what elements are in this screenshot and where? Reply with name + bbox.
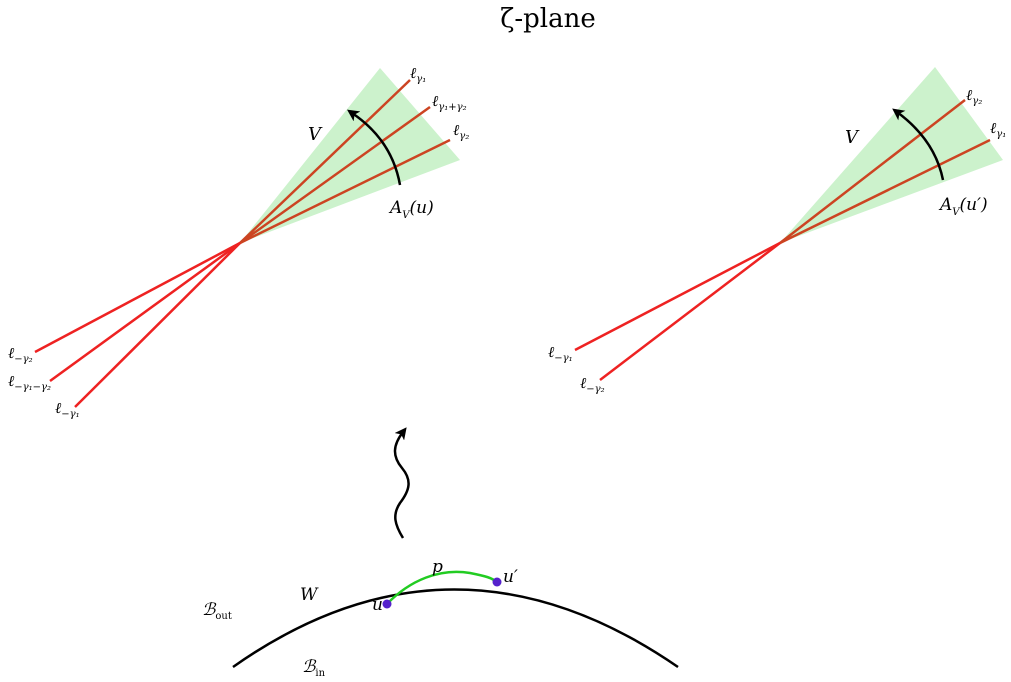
path-p: [386, 570, 497, 605]
right-arc-arrow: [892, 108, 945, 181]
left-arc-label: AV(u): [388, 198, 434, 221]
left-ray-label-minus-gamma1: ℓ−γ₁: [55, 399, 80, 420]
point-u-label: u: [372, 595, 383, 615]
diagram-title: ζ-plane: [500, 4, 595, 34]
bottom-region: p W u u′ ℬout ℬin: [202, 557, 679, 679]
point-u-prime: [492, 577, 502, 587]
left-ray-label-gamma2: ℓγ₂: [453, 121, 469, 142]
left-ray-gamma1: [239, 79, 411, 244]
path-label: p: [432, 557, 443, 577]
left-ray-label-minus-gamma2: ℓ−γ₂: [8, 344, 33, 365]
right-arc-label: AV(u′): [938, 195, 988, 218]
left-ray-gamma2: [239, 138, 451, 245]
right-panel: V AV(u′) ℓγ₂ ℓγ₁ ℓ−γ₁ ℓ−γ₂: [548, 67, 1006, 395]
b-out-label: ℬout: [202, 600, 232, 622]
right-ray-minus-gamma2: [599, 242, 781, 381]
right-ray-gamma2: [779, 99, 966, 244]
left-ray-label-gamma1: ℓγ₁: [410, 64, 426, 85]
left-region-label: V: [308, 124, 323, 145]
left-ray-minus-gamma2: [34, 241, 241, 354]
right-ray-label-minus-gamma2: ℓ−γ₂: [580, 374, 605, 395]
squiggle-arrow: [393, 427, 410, 539]
left-ray-minus-gamma1-minus-gamma2: [49, 241, 241, 383]
right-region-label: V: [845, 127, 860, 148]
left-arc-arrow: [347, 109, 402, 186]
b-in-label: ℬin: [302, 657, 326, 679]
region-w-label: W: [300, 585, 319, 605]
left-ray-label-gamma1-plus-gamma2: ℓγ₁+γ₂: [432, 92, 467, 113]
left-ray-minus-gamma1: [74, 242, 241, 408]
right-ray-label-gamma2: ℓγ₂: [966, 86, 982, 107]
right-ray-gamma1: [779, 138, 991, 245]
left-ray-gamma1-plus-gamma2: [239, 105, 431, 245]
boundary-curve: [232, 588, 679, 669]
right-ray-label-gamma1: ℓγ₁: [990, 119, 1006, 140]
left-panel: V AV(u) ℓγ₁ ℓγ₁+γ₂ ℓγ₂ ℓ−γ₂ ℓ−γ₁−γ₂ ℓ−γ₁: [8, 64, 469, 420]
right-ray-label-minus-gamma1: ℓ−γ₁: [548, 343, 573, 364]
right-ray-minus-gamma1: [574, 241, 781, 352]
point-u: [382, 599, 392, 609]
left-ray-label-minus-gamma1-minus-gamma2: ℓ−γ₁−γ₂: [8, 372, 51, 393]
left-wedge-region: [240, 68, 460, 243]
point-u-prime-label: u′: [503, 567, 518, 587]
